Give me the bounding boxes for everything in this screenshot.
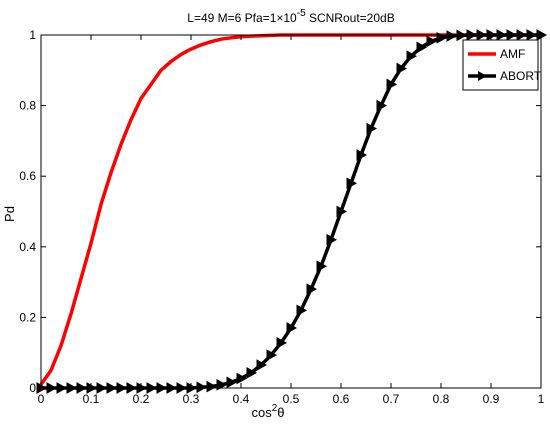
data-point-abort	[296, 304, 308, 317]
x-tick-label: 0.5	[283, 392, 300, 406]
y-tick-label: 1	[29, 28, 36, 42]
data-point-abort	[306, 283, 318, 296]
data-point-abort	[206, 380, 218, 393]
tick-labels: 0 0.1 0.2 0.3 0.4 0.5 0.6 0.7 0.8 0.9 1 0 0.2 0.4 0.6 0…	[19, 28, 544, 406]
x-tick-label: 0	[38, 392, 45, 406]
data-point-abort	[226, 376, 238, 389]
legend-entries: AMF ABORT	[468, 47, 542, 83]
y-tick-label: 0.4	[19, 240, 36, 254]
x-tick-label: 0.1	[83, 392, 100, 406]
data-point-abort	[256, 359, 268, 371]
data-point-abort	[386, 78, 398, 91]
data-point-abort	[246, 366, 258, 379]
data-point-abort	[196, 381, 208, 394]
x-tick-label: 0.7	[383, 392, 400, 406]
data-point-abort	[426, 35, 438, 48]
data-point-abort	[356, 149, 368, 161]
data-point-abort	[376, 99, 388, 112]
data-point-abort	[366, 122, 378, 135]
y-tick-label: 0.8	[19, 99, 36, 113]
title-tail: SCNRout=20dB	[306, 11, 395, 25]
x-tick-label: 0.8	[433, 392, 450, 406]
x-tick-label: 0.2	[133, 392, 150, 406]
title-main: L=49 M=6 Pfa=1×10	[187, 11, 297, 25]
y-tick-label: 0	[29, 381, 36, 395]
data-point-abort	[346, 177, 358, 190]
data-point-abort	[416, 41, 428, 54]
legend-label-amf: AMF	[500, 47, 525, 61]
data-point-abort	[236, 372, 248, 385]
y-axis-label: Pd	[2, 206, 17, 222]
y-tick-label: 0.2	[19, 310, 36, 324]
data-point-abort	[266, 349, 278, 362]
data-point-abort	[276, 336, 288, 349]
x-tick-label: 0.4	[233, 392, 250, 406]
data-point-abort	[326, 233, 338, 246]
title-exponent: -5	[297, 8, 306, 19]
x-tick-label: 0.3	[183, 392, 200, 406]
x-tick-label: 1	[538, 392, 545, 406]
legend: AMF ABORT	[462, 39, 542, 91]
xlabel-tail: θ	[277, 405, 284, 420]
xlabel-base: cos	[251, 405, 272, 420]
x-axis-label: cos2θ	[251, 403, 284, 420]
x-tick-label: 0.6	[333, 392, 350, 406]
y-tick-label: 0.6	[19, 169, 36, 183]
axis-ticks	[40, 34, 542, 389]
data-point-abort	[406, 50, 418, 63]
x-tick-label: 0.9	[483, 392, 500, 406]
data-point-abort	[316, 260, 328, 273]
chart-title: L=49 M=6 Pfa=1×10-5 SCNRout=20dB	[187, 8, 394, 25]
data-point-abort	[396, 62, 408, 75]
legend-box	[462, 39, 539, 91]
data-point-abort	[286, 322, 298, 334]
data-point-abort	[216, 378, 228, 391]
data-point-abort	[336, 205, 348, 218]
data-point-abort	[446, 30, 458, 42]
legend-marker-abort	[478, 71, 487, 81]
legend-label-abort: ABORT	[500, 69, 542, 83]
xlabel-exponent: 2	[272, 403, 278, 414]
